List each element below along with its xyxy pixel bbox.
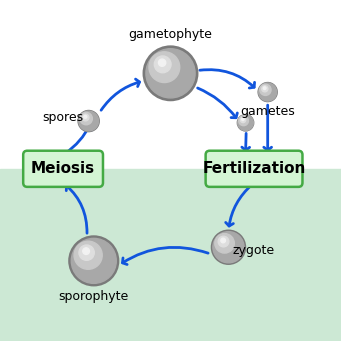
Text: gametophyte: gametophyte: [129, 28, 212, 41]
Circle shape: [77, 110, 100, 132]
FancyBboxPatch shape: [206, 151, 302, 187]
Text: Meiosis: Meiosis: [31, 161, 95, 176]
Circle shape: [263, 87, 266, 90]
FancyBboxPatch shape: [23, 151, 103, 187]
Bar: [0, 169, 341, 341]
Circle shape: [71, 238, 116, 283]
Circle shape: [259, 83, 277, 101]
Circle shape: [262, 86, 268, 92]
Circle shape: [240, 117, 246, 122]
Circle shape: [238, 115, 253, 131]
Text: sporophyte: sporophyte: [59, 290, 129, 303]
Text: gametes: gametes: [240, 105, 295, 118]
Circle shape: [79, 111, 99, 131]
Circle shape: [84, 115, 87, 118]
Circle shape: [82, 114, 89, 121]
Circle shape: [68, 235, 119, 286]
Circle shape: [149, 52, 180, 83]
Circle shape: [80, 113, 92, 125]
Circle shape: [146, 49, 195, 98]
Circle shape: [260, 84, 271, 95]
Text: spores: spores: [43, 111, 84, 124]
Circle shape: [143, 45, 198, 101]
Circle shape: [83, 248, 89, 254]
Circle shape: [74, 241, 102, 269]
Text: zygote: zygote: [233, 244, 275, 257]
Circle shape: [239, 116, 249, 126]
Circle shape: [213, 232, 244, 263]
Circle shape: [257, 82, 278, 102]
Circle shape: [79, 245, 94, 261]
Circle shape: [211, 229, 246, 265]
Circle shape: [237, 114, 254, 132]
Circle shape: [242, 118, 244, 121]
Circle shape: [154, 56, 171, 73]
Circle shape: [221, 238, 225, 243]
Circle shape: [215, 234, 234, 253]
Circle shape: [159, 59, 166, 66]
Circle shape: [218, 236, 229, 247]
Text: Fertilization: Fertilization: [202, 161, 306, 176]
